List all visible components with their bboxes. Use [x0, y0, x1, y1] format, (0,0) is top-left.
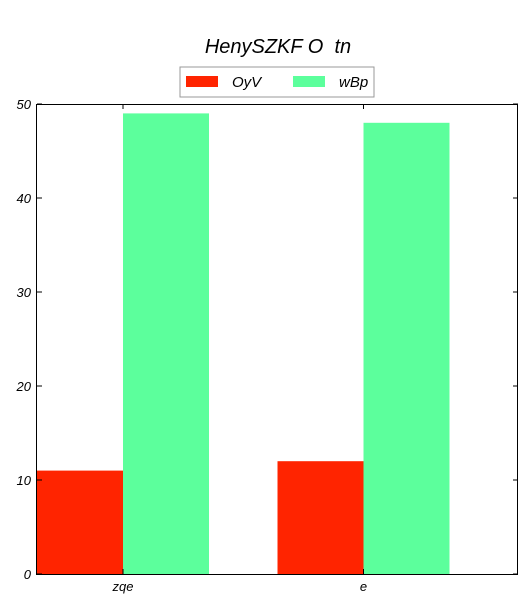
y-tick-label: 50: [17, 97, 32, 112]
bars-group: [37, 113, 450, 575]
chart-title: HenySZKF O tn: [205, 36, 351, 58]
plot-frame: [36, 104, 518, 575]
y-tick-label: 40: [17, 191, 32, 206]
y-tick-label: 0: [24, 567, 32, 582]
y-tick-label: 30: [17, 285, 32, 300]
x-tick-label: e: [360, 579, 367, 594]
x-tick-label: zqe: [112, 579, 134, 594]
x-axis: zqe e: [112, 104, 367, 594]
bar-wbp-zqe: [123, 113, 209, 575]
y-tick-label: 10: [17, 473, 32, 488]
legend-label-oyv: OyV: [232, 74, 263, 91]
legend-label-wbp: wBp: [339, 74, 368, 91]
legend-swatch-wbp: [293, 76, 325, 87]
bar-wbp-e: [363, 122, 450, 575]
bar-oyv-zqe: [37, 470, 123, 574]
y-tick-label: 20: [16, 379, 32, 394]
legend: OyV wBp: [179, 66, 375, 98]
bar-oyv-e: [277, 461, 364, 574]
legend-swatch-oyv: [186, 76, 218, 87]
